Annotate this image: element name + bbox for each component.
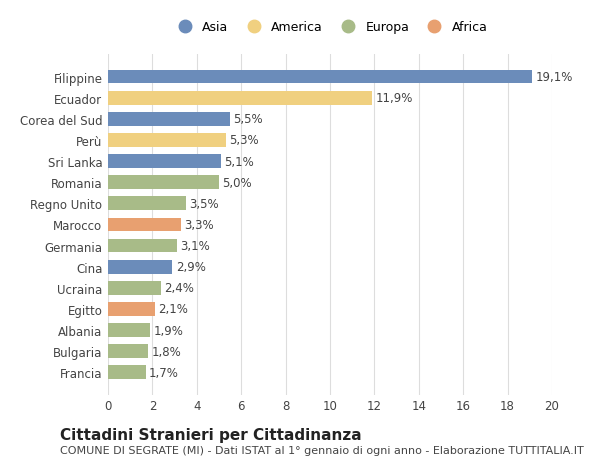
Bar bbox=[108, 176, 219, 190]
Bar bbox=[108, 92, 372, 105]
Text: 3,1%: 3,1% bbox=[180, 240, 210, 252]
Text: 5,1%: 5,1% bbox=[224, 155, 254, 168]
Text: 5,0%: 5,0% bbox=[223, 176, 252, 189]
Text: 3,3%: 3,3% bbox=[185, 218, 214, 231]
Text: 2,4%: 2,4% bbox=[164, 282, 194, 295]
Bar bbox=[108, 71, 532, 84]
Text: 11,9%: 11,9% bbox=[376, 92, 413, 105]
Text: 5,5%: 5,5% bbox=[233, 113, 263, 126]
Bar bbox=[108, 197, 186, 211]
Text: 2,9%: 2,9% bbox=[176, 261, 206, 274]
Bar bbox=[108, 345, 148, 358]
Text: 3,5%: 3,5% bbox=[189, 197, 218, 210]
Bar bbox=[108, 218, 181, 232]
Bar bbox=[108, 366, 146, 379]
Bar bbox=[108, 302, 155, 316]
Bar bbox=[108, 260, 172, 274]
Text: 1,9%: 1,9% bbox=[154, 324, 184, 337]
Bar bbox=[108, 134, 226, 147]
Bar bbox=[108, 155, 221, 168]
Bar bbox=[108, 324, 150, 337]
Bar bbox=[108, 239, 177, 253]
Bar bbox=[108, 281, 161, 295]
Bar bbox=[108, 112, 230, 126]
Text: 1,7%: 1,7% bbox=[149, 366, 179, 379]
Text: 1,8%: 1,8% bbox=[151, 345, 181, 358]
Text: 2,1%: 2,1% bbox=[158, 303, 188, 316]
Text: Cittadini Stranieri per Cittadinanza: Cittadini Stranieri per Cittadinanza bbox=[60, 427, 362, 442]
Text: COMUNE DI SEGRATE (MI) - Dati ISTAT al 1° gennaio di ogni anno - Elaborazione TU: COMUNE DI SEGRATE (MI) - Dati ISTAT al 1… bbox=[60, 445, 584, 455]
Text: 5,3%: 5,3% bbox=[229, 134, 259, 147]
Legend: Asia, America, Europa, Africa: Asia, America, Europa, Africa bbox=[169, 17, 491, 38]
Text: 19,1%: 19,1% bbox=[535, 71, 573, 84]
